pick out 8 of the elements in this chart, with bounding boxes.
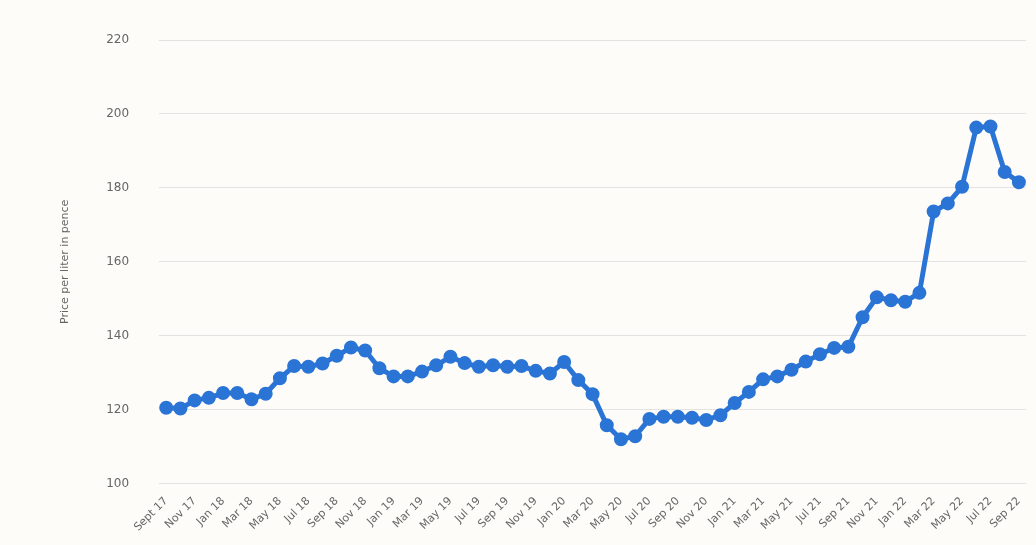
y-tick-label: 120: [106, 401, 130, 416]
y-tick-label: 160: [106, 253, 130, 268]
y-tick-label: 100: [106, 475, 130, 490]
y-tick-label: 220: [106, 32, 130, 47]
y-tick-label: 140: [106, 327, 130, 342]
y-tick-label: 180: [106, 179, 130, 194]
y-tick-label: 200: [106, 106, 130, 121]
y-axis-title: Price per liter in pence: [58, 199, 72, 324]
